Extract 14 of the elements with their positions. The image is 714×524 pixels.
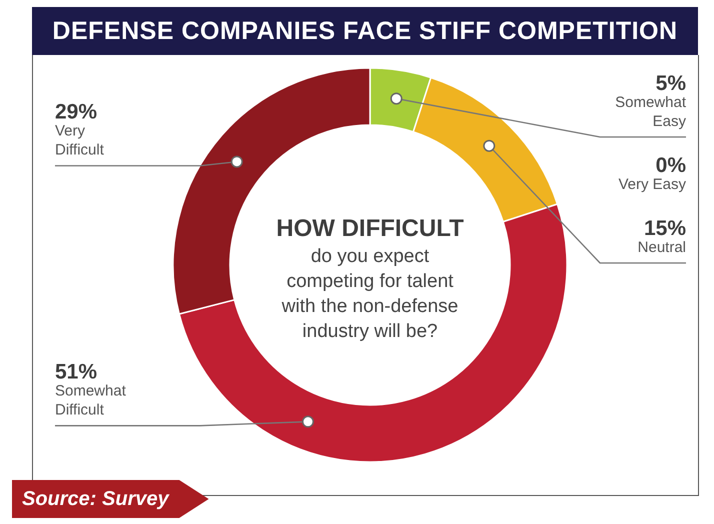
- slice-label: Very Difficult: [55, 122, 105, 159]
- slice-label: Somewhat Easy: [615, 94, 687, 130]
- slice-label: Neutral: [638, 239, 686, 256]
- data-label: 29%: [55, 100, 98, 124]
- slice-label: Somewhat Difficult: [55, 382, 127, 419]
- category-label: Very Easy: [618, 176, 686, 193]
- text: 0%: [656, 154, 686, 177]
- source-note: Source: Survey: [12, 480, 209, 518]
- chart-title: DEFENSE COMPANIES FACE STIFF COMPETITION: [32, 7, 698, 55]
- data-label: 5%: [656, 72, 686, 95]
- data-label: 15%: [644, 217, 686, 240]
- text: HOW DIFFICULT: [276, 215, 464, 242]
- text: do you expect competing for talent with the non-defense industry will be?: [280, 246, 458, 342]
- data-label: 51%: [55, 360, 98, 384]
